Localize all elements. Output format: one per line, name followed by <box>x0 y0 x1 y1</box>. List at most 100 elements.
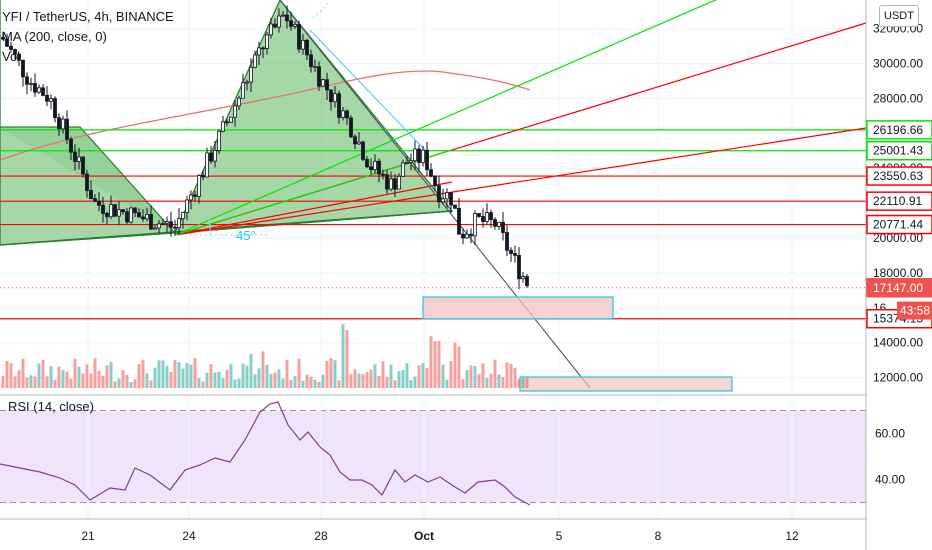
candle-body <box>473 213 477 237</box>
candle-body <box>181 212 185 219</box>
volume-bar <box>145 373 149 388</box>
candle-body <box>285 14 289 22</box>
candle <box>113 204 117 218</box>
volume-bar <box>1 376 5 388</box>
candle <box>409 153 413 171</box>
candle-body <box>513 253 517 256</box>
price-label-text: 23550.63 <box>873 169 923 183</box>
candle-body <box>417 148 421 163</box>
countdown-text: 43:58 <box>900 304 930 318</box>
candle <box>413 140 417 171</box>
volume-bar <box>397 371 401 388</box>
volume-bar <box>113 381 117 388</box>
candle-body <box>277 15 281 28</box>
volume-bar <box>277 369 281 388</box>
volume-bar <box>421 363 425 388</box>
candle <box>401 159 405 177</box>
candle-body <box>397 175 401 190</box>
candle <box>453 204 457 209</box>
candle-body <box>325 79 329 91</box>
candle-body <box>361 141 365 160</box>
volume-bar <box>465 370 469 388</box>
candle-body <box>25 76 29 85</box>
volume-bar <box>497 374 501 388</box>
candle-body <box>105 212 109 218</box>
volume-bar <box>89 373 93 388</box>
candle-body <box>441 198 445 203</box>
candle-body <box>5 38 9 47</box>
candle <box>505 225 509 257</box>
candle <box>253 50 257 69</box>
candle-body <box>253 54 257 68</box>
volume-bar <box>437 341 441 388</box>
volume-bar <box>405 363 409 388</box>
candle-body <box>225 121 229 124</box>
volume-bar <box>289 379 293 388</box>
red-fan-line-lower <box>174 127 867 236</box>
volume-bar <box>381 361 385 388</box>
volume-bar <box>29 375 33 388</box>
volume-bar <box>245 365 249 388</box>
candle <box>405 156 409 164</box>
candle <box>1 31 5 41</box>
candle-body <box>201 175 205 178</box>
candle-body <box>421 149 425 163</box>
volume-bar <box>81 373 85 388</box>
volume-bar <box>53 379 57 388</box>
volume-bar <box>97 370 101 388</box>
candle-body <box>125 211 129 223</box>
volume-bar <box>417 365 421 388</box>
candle-body <box>145 214 149 220</box>
candle <box>465 229 469 239</box>
volume-bar <box>489 373 493 388</box>
candle-body <box>29 83 33 85</box>
volume-bar <box>185 363 189 388</box>
candle <box>421 145 425 167</box>
volume-bar <box>401 370 405 388</box>
candle <box>441 188 445 205</box>
candle-body <box>457 207 461 235</box>
candle <box>125 208 129 225</box>
candle-body <box>109 204 113 218</box>
volume-bar <box>253 374 257 388</box>
volume-bar <box>265 364 269 388</box>
y-tick-label: 14000.00 <box>873 336 923 350</box>
candle <box>77 147 81 170</box>
currency-selector[interactable]: USDT <box>879 5 919 27</box>
price-label-20771-44: 20771.44 <box>866 214 932 235</box>
candle <box>9 42 13 53</box>
volume-bar <box>109 362 113 388</box>
candle-body <box>269 23 273 36</box>
candle-body <box>301 39 305 50</box>
candle-body <box>193 194 197 197</box>
volume-bar <box>337 380 341 388</box>
candle <box>173 219 177 236</box>
candle <box>61 115 65 134</box>
candle-body <box>337 93 341 118</box>
candle-body <box>305 39 309 56</box>
candle-body <box>297 24 301 50</box>
candle <box>281 11 285 17</box>
candle-body <box>445 192 449 200</box>
volume-bar <box>37 363 41 388</box>
candle-body <box>77 156 81 162</box>
candle <box>129 206 133 224</box>
volume-bar <box>429 336 433 388</box>
candle <box>189 190 193 210</box>
volume-bar <box>213 372 217 388</box>
candle-body <box>329 89 333 103</box>
candle <box>213 140 217 168</box>
candle <box>357 132 361 145</box>
volume-bar <box>209 364 213 388</box>
candle-body <box>321 79 325 87</box>
candle-body <box>101 204 105 214</box>
price-label-text: 20771.44 <box>873 218 923 232</box>
candle-body <box>237 97 241 107</box>
candle-body <box>165 221 169 224</box>
candle-body <box>293 24 297 27</box>
volume-bar <box>321 374 325 388</box>
price-label-text: 17147.00 <box>873 281 923 295</box>
volume-bar <box>5 360 9 388</box>
volume-bar <box>305 374 309 388</box>
